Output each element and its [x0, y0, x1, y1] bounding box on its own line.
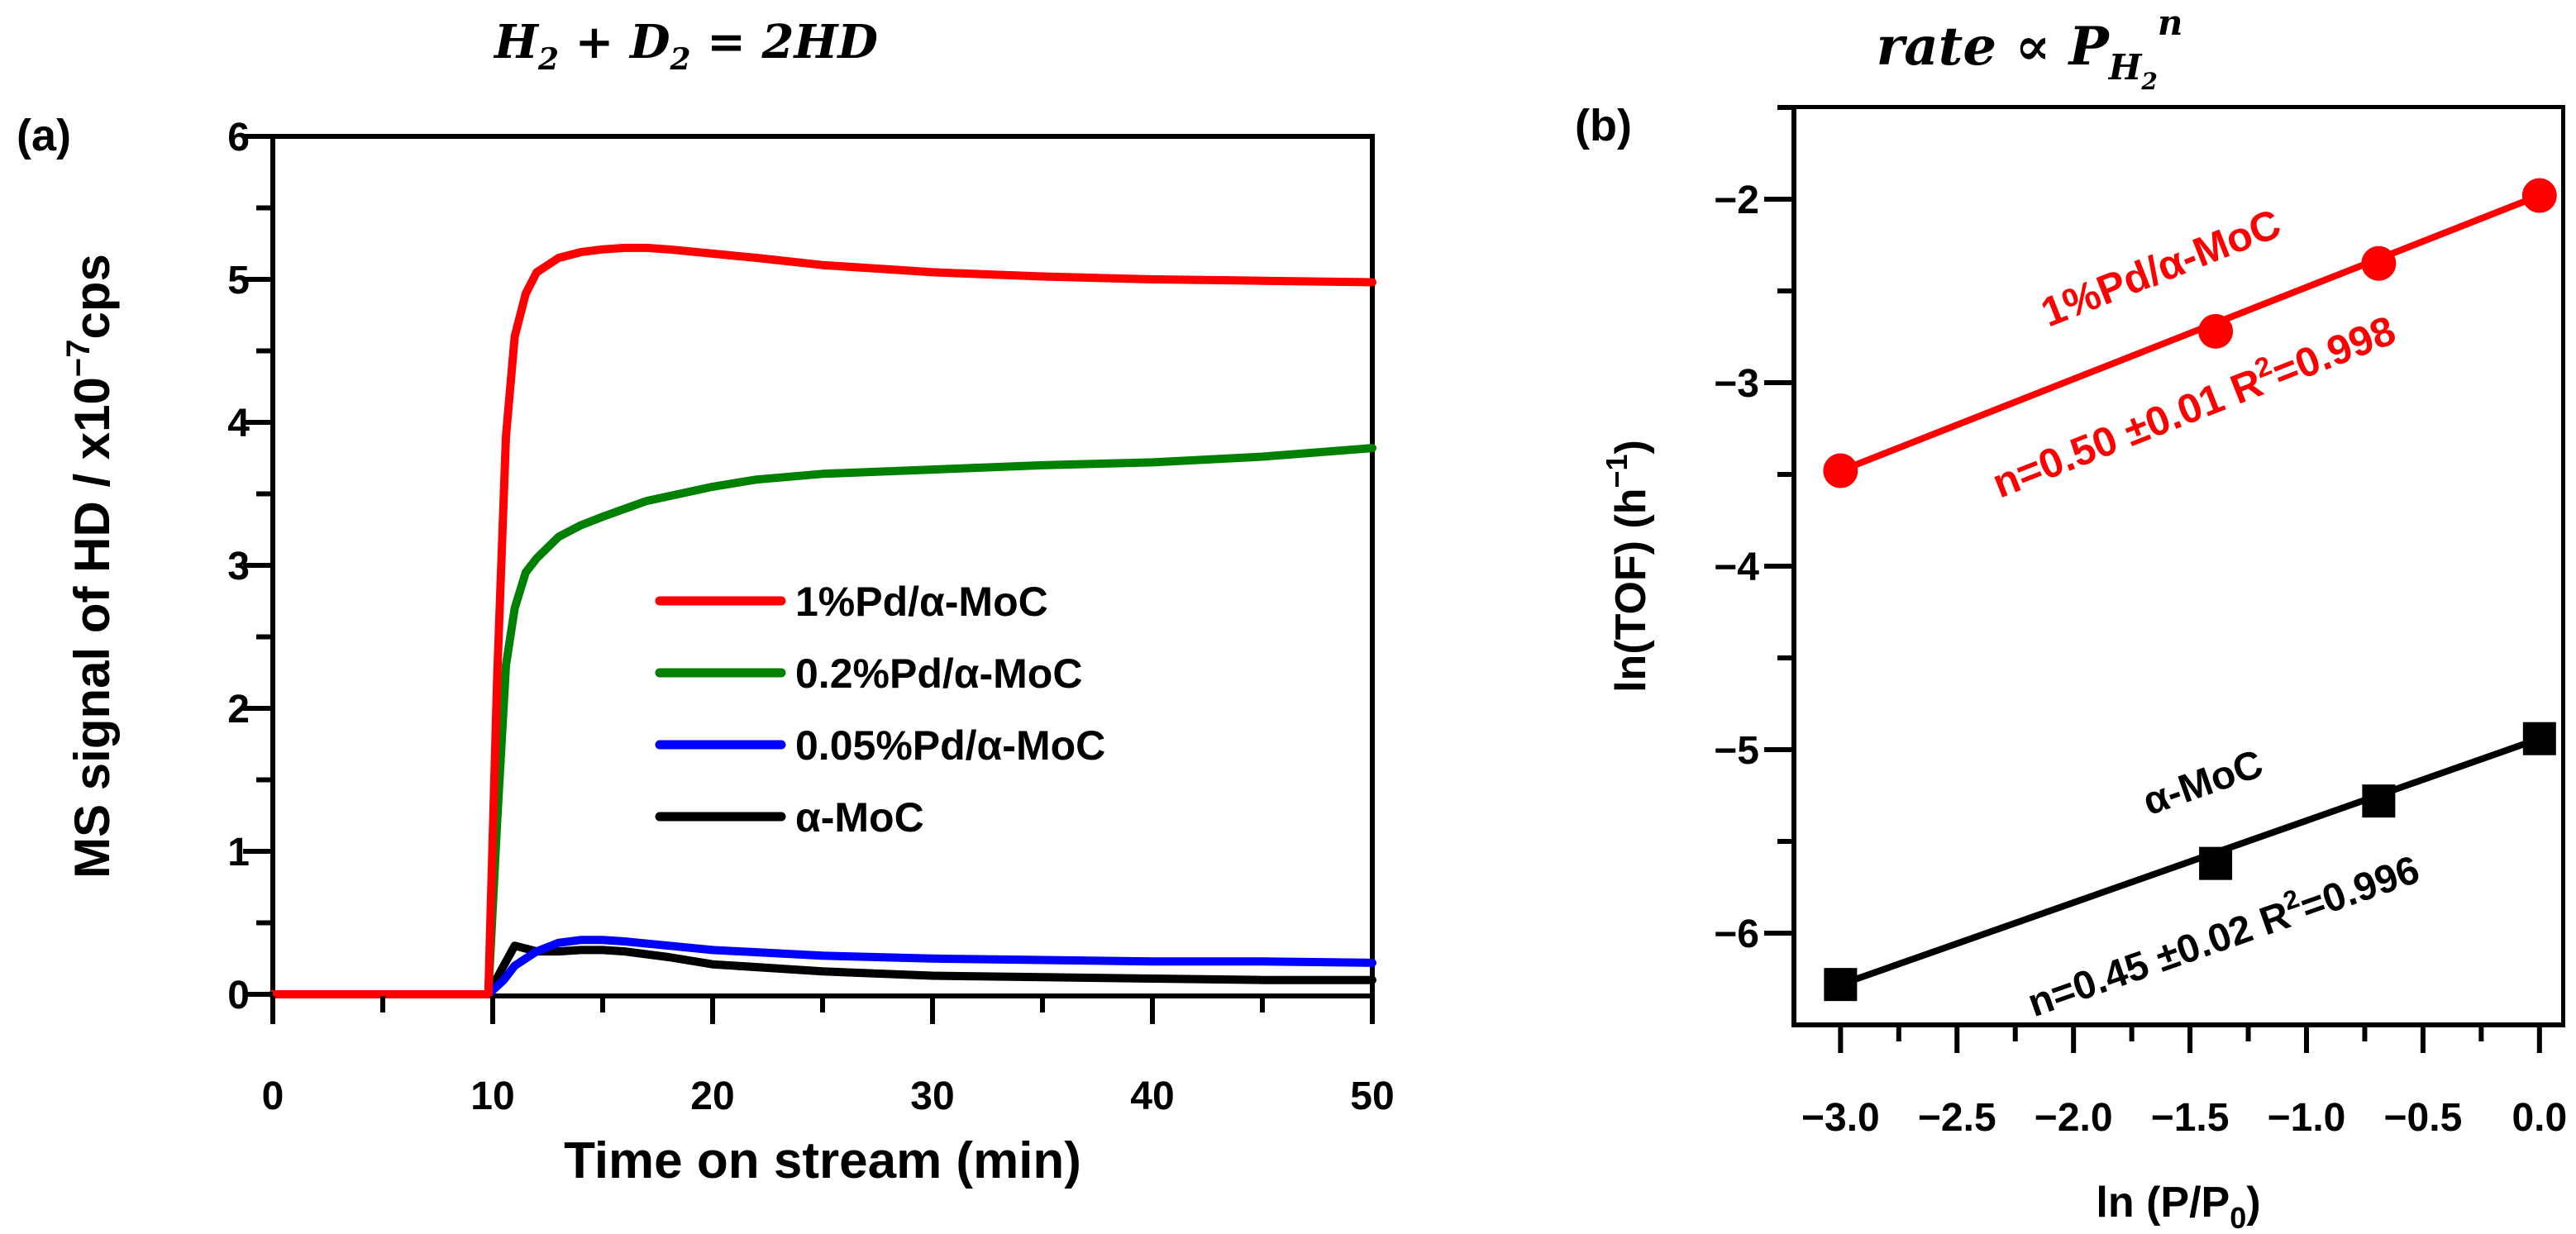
fit-line-0 [1839, 192, 2541, 474]
data-point [2199, 846, 2233, 880]
y-tick-label: 0 [227, 974, 250, 1017]
legend-entry: 0.2%Pd/α-MoC [795, 650, 1082, 697]
series-line-0 [269, 243, 1376, 998]
data-point [2522, 722, 2556, 755]
panel-b-ticks: −3.0 −2.5 −2.0 −1.5 −1.0 −0.5 0.0 −6 −5 −4 −3 −2 [1714, 105, 2567, 1140]
panel-a-legend: 1%Pd/α-MoC 0.2%Pd/α-MoC 0.05%Pd/α-MoC α-MoC [655, 579, 1105, 841]
legend-entry: 0.05%Pd/α-MoC [795, 722, 1105, 769]
y-tick-label: −2 [1714, 179, 1759, 222]
x-tick-label: 40 [1130, 1074, 1174, 1118]
data-point [2198, 313, 2234, 349]
y-tick-label: 3 [227, 545, 250, 588]
y-tick-label: 2 [227, 688, 250, 731]
panel-b-label: (b) [1575, 101, 1632, 150]
x-tick-label: 50 [1350, 1074, 1394, 1118]
panel-b-ylabel: ln(TOF) (h−1) [1600, 440, 1655, 693]
x-tick-label: 10 [470, 1074, 514, 1118]
x-tick-label: −2.0 [2035, 1096, 2113, 1140]
y-tick-label: −6 [1714, 912, 1759, 956]
x-tick-label: 30 [910, 1074, 954, 1118]
x-tick-label: −1.5 [2151, 1096, 2230, 1140]
data-point [2361, 245, 2397, 281]
series-line-1 [269, 444, 1376, 998]
x-tick-label: 20 [690, 1074, 734, 1118]
panel-b-title: rate ∝ PH2n [1877, 2, 2183, 95]
panel-a-series [269, 243, 1376, 998]
x-tick-label: 0.0 [2512, 1096, 2567, 1140]
x-tick-label: −3.0 [1801, 1096, 1880, 1140]
panel-b: (b) rate ∝ PH2n −3.0 −2.5 −2.0 −1.5 −1.0 −0.5… [1575, 2, 2567, 1234]
data-point [1823, 453, 1858, 488]
y-tick-label: −5 [1714, 729, 1759, 773]
legend-entry: α-MoC [795, 794, 924, 841]
fit-line-1 [1839, 735, 2541, 988]
panel-b-open-top-mask [1796, 109, 2561, 1023]
x-tick-label: 0 [262, 1074, 284, 1118]
y-tick-label: 4 [227, 402, 250, 445]
y-tick-label: −4 [1714, 546, 1759, 589]
x-tick-label: −2.5 [1918, 1096, 1996, 1140]
x-tick-label: −1.0 [2268, 1096, 2346, 1140]
legend-entry: 1%Pd/α-MoC [795, 579, 1048, 625]
data-point [2521, 178, 2557, 213]
series-line-3 [269, 941, 1376, 998]
panel-a-title: H2 + D2 = 2HD [493, 15, 878, 77]
panel-a: (a) H2 + D2 = 2HD 0 10 20 30 40 50 0 1 2 3 4 5 6 Tim… [17, 15, 1395, 1189]
y-tick-label: −3 [1714, 362, 1759, 406]
panel-b-series [1823, 178, 2557, 1002]
panel-b-xlabel: ln (P/P0) [2096, 1179, 2260, 1234]
panel-a-ticks: 0 10 20 30 40 50 0 1 2 3 4 5 6 [227, 116, 1394, 1118]
panel-a-xlabel: Time on stream (min) [564, 1132, 1081, 1189]
panel-a-label: (a) [17, 111, 71, 160]
y-tick-label: 1 [227, 831, 250, 874]
panel-a-ylabel: MS signal of HD / x10−7cps [60, 254, 120, 879]
y-tick-label: 6 [227, 116, 250, 160]
y-tick-label: 5 [227, 259, 250, 303]
x-tick-label: −0.5 [2384, 1096, 2463, 1140]
data-point [1824, 968, 1858, 1002]
series-line-2 [269, 936, 1376, 998]
data-point [2362, 784, 2396, 818]
